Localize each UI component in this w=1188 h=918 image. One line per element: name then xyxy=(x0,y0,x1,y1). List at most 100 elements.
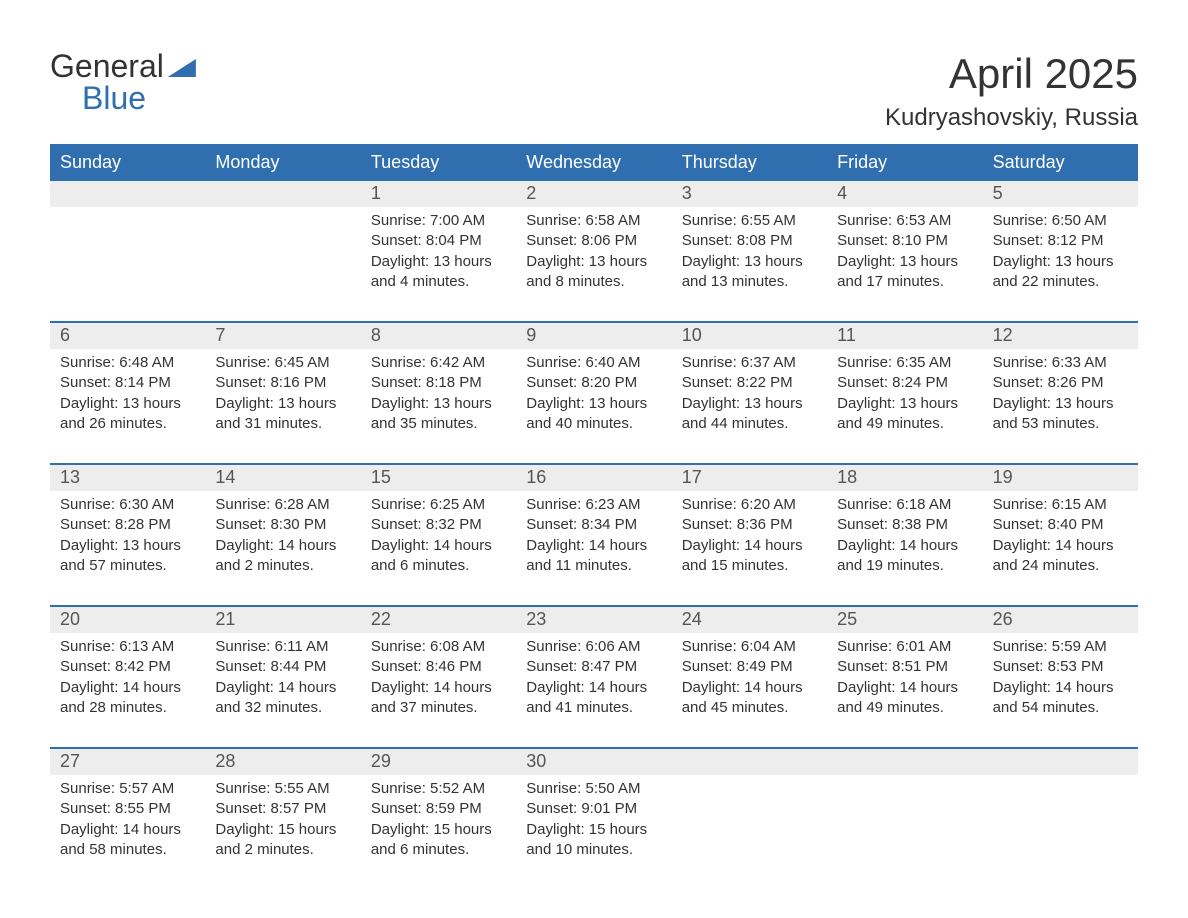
cell-body xyxy=(983,775,1138,789)
day-number: 18 xyxy=(827,465,982,491)
cell-daylight2: and 13 minutes. xyxy=(682,272,817,292)
day-number: 14 xyxy=(205,465,360,491)
cell-body: Sunrise: 6:48 AMSunset: 8:14 PMDaylight:… xyxy=(50,349,205,444)
calendar-cell: 6Sunrise: 6:48 AMSunset: 8:14 PMDaylight… xyxy=(50,323,205,463)
cell-daylight2: and 2 minutes. xyxy=(215,556,350,576)
cell-sunrise: Sunrise: 6:53 AM xyxy=(837,211,972,231)
day-number: 17 xyxy=(672,465,827,491)
cell-daylight2: and 53 minutes. xyxy=(993,414,1128,434)
cell-daylight1: Daylight: 13 hours xyxy=(993,252,1128,272)
cell-sunrise: Sunrise: 5:57 AM xyxy=(60,779,195,799)
cell-daylight1: Daylight: 15 hours xyxy=(215,820,350,840)
cell-sunrise: Sunrise: 6:11 AM xyxy=(215,637,350,657)
cell-body: Sunrise: 6:11 AMSunset: 8:44 PMDaylight:… xyxy=(205,633,360,728)
day-number: 12 xyxy=(983,323,1138,349)
day-number: 3 xyxy=(672,181,827,207)
cell-daylight2: and 10 minutes. xyxy=(526,840,661,860)
cell-sunrise: Sunrise: 5:59 AM xyxy=(993,637,1128,657)
day-number: 4 xyxy=(827,181,982,207)
cell-sunrise: Sunrise: 6:48 AM xyxy=(60,353,195,373)
cell-body: Sunrise: 6:53 AMSunset: 8:10 PMDaylight:… xyxy=(827,207,982,302)
day-number xyxy=(205,181,360,207)
cell-body: Sunrise: 6:23 AMSunset: 8:34 PMDaylight:… xyxy=(516,491,671,586)
cell-daylight2: and 19 minutes. xyxy=(837,556,972,576)
cell-daylight1: Daylight: 13 hours xyxy=(371,394,506,414)
calendar-cell xyxy=(672,749,827,889)
cell-body: Sunrise: 6:55 AMSunset: 8:08 PMDaylight:… xyxy=(672,207,827,302)
calendar-cell: 29Sunrise: 5:52 AMSunset: 8:59 PMDayligh… xyxy=(361,749,516,889)
calendar-cell: 22Sunrise: 6:08 AMSunset: 8:46 PMDayligh… xyxy=(361,607,516,747)
cell-body: Sunrise: 5:50 AMSunset: 9:01 PMDaylight:… xyxy=(516,775,671,870)
dayname: Wednesday xyxy=(516,146,671,179)
cell-sunset: Sunset: 8:12 PM xyxy=(993,231,1128,251)
cell-daylight2: and 17 minutes. xyxy=(837,272,972,292)
calendar-cell: 10Sunrise: 6:37 AMSunset: 8:22 PMDayligh… xyxy=(672,323,827,463)
cell-sunset: Sunset: 8:44 PM xyxy=(215,657,350,677)
cell-sunset: Sunset: 8:16 PM xyxy=(215,373,350,393)
cell-sunset: Sunset: 8:57 PM xyxy=(215,799,350,819)
cell-daylight1: Daylight: 14 hours xyxy=(526,678,661,698)
calendar-cell: 19Sunrise: 6:15 AMSunset: 8:40 PMDayligh… xyxy=(983,465,1138,605)
day-number: 27 xyxy=(50,749,205,775)
cell-sunset: Sunset: 8:40 PM xyxy=(993,515,1128,535)
cell-daylight2: and 2 minutes. xyxy=(215,840,350,860)
cell-daylight1: Daylight: 13 hours xyxy=(682,394,817,414)
cell-daylight2: and 58 minutes. xyxy=(60,840,195,860)
day-number: 9 xyxy=(516,323,671,349)
cell-sunset: Sunset: 8:38 PM xyxy=(837,515,972,535)
day-number: 11 xyxy=(827,323,982,349)
cell-daylight1: Daylight: 13 hours xyxy=(526,394,661,414)
cell-sunrise: Sunrise: 6:42 AM xyxy=(371,353,506,373)
calendar-cell: 2Sunrise: 6:58 AMSunset: 8:06 PMDaylight… xyxy=(516,181,671,321)
cell-body: Sunrise: 6:13 AMSunset: 8:42 PMDaylight:… xyxy=(50,633,205,728)
cell-sunrise: Sunrise: 6:08 AM xyxy=(371,637,506,657)
cell-sunrise: Sunrise: 6:58 AM xyxy=(526,211,661,231)
calendar-cell: 23Sunrise: 6:06 AMSunset: 8:47 PMDayligh… xyxy=(516,607,671,747)
calendar-cell: 27Sunrise: 5:57 AMSunset: 8:55 PMDayligh… xyxy=(50,749,205,889)
logo-word1: General xyxy=(50,50,164,82)
cell-sunset: Sunset: 8:06 PM xyxy=(526,231,661,251)
cell-body: Sunrise: 5:59 AMSunset: 8:53 PMDaylight:… xyxy=(983,633,1138,728)
cell-sunset: Sunset: 8:53 PM xyxy=(993,657,1128,677)
cell-sunset: Sunset: 8:42 PM xyxy=(60,657,195,677)
cell-daylight1: Daylight: 13 hours xyxy=(215,394,350,414)
cell-body: Sunrise: 6:58 AMSunset: 8:06 PMDaylight:… xyxy=(516,207,671,302)
calendar-cell: 8Sunrise: 6:42 AMSunset: 8:18 PMDaylight… xyxy=(361,323,516,463)
cell-sunrise: Sunrise: 6:04 AM xyxy=(682,637,817,657)
cell-daylight1: Daylight: 14 hours xyxy=(371,678,506,698)
cell-daylight1: Daylight: 14 hours xyxy=(682,678,817,698)
cell-daylight2: and 8 minutes. xyxy=(526,272,661,292)
cell-daylight1: Daylight: 13 hours xyxy=(526,252,661,272)
calendar-cell: 17Sunrise: 6:20 AMSunset: 8:36 PMDayligh… xyxy=(672,465,827,605)
day-number: 19 xyxy=(983,465,1138,491)
title-block: April 2025 Kudryashovskiy, Russia xyxy=(885,50,1138,132)
cell-daylight2: and 41 minutes. xyxy=(526,698,661,718)
week-row: 13Sunrise: 6:30 AMSunset: 8:28 PMDayligh… xyxy=(50,463,1138,605)
cell-daylight2: and 28 minutes. xyxy=(60,698,195,718)
cell-sunrise: Sunrise: 6:55 AM xyxy=(682,211,817,231)
calendar-cell: 26Sunrise: 5:59 AMSunset: 8:53 PMDayligh… xyxy=(983,607,1138,747)
cell-daylight2: and 15 minutes. xyxy=(682,556,817,576)
week-row: 1Sunrise: 7:00 AMSunset: 8:04 PMDaylight… xyxy=(50,179,1138,321)
logo-word2: Blue xyxy=(82,82,196,114)
calendar-cell: 11Sunrise: 6:35 AMSunset: 8:24 PMDayligh… xyxy=(827,323,982,463)
cell-body: Sunrise: 5:52 AMSunset: 8:59 PMDaylight:… xyxy=(361,775,516,870)
month-title: April 2025 xyxy=(885,50,1138,98)
cell-body: Sunrise: 6:42 AMSunset: 8:18 PMDaylight:… xyxy=(361,349,516,444)
cell-sunrise: Sunrise: 5:52 AM xyxy=(371,779,506,799)
day-number: 7 xyxy=(205,323,360,349)
cell-sunset: Sunset: 8:14 PM xyxy=(60,373,195,393)
logo-triangle-icon xyxy=(168,59,196,77)
calendar-cell: 21Sunrise: 6:11 AMSunset: 8:44 PMDayligh… xyxy=(205,607,360,747)
calendar-cell: 15Sunrise: 6:25 AMSunset: 8:32 PMDayligh… xyxy=(361,465,516,605)
cell-daylight1: Daylight: 14 hours xyxy=(60,678,195,698)
cell-sunset: Sunset: 8:59 PM xyxy=(371,799,506,819)
cell-daylight1: Daylight: 14 hours xyxy=(993,536,1128,556)
cell-daylight2: and 32 minutes. xyxy=(215,698,350,718)
cell-sunset: Sunset: 8:20 PM xyxy=(526,373,661,393)
day-number: 15 xyxy=(361,465,516,491)
cell-daylight1: Daylight: 14 hours xyxy=(837,678,972,698)
cell-body xyxy=(672,775,827,789)
cell-body: Sunrise: 6:06 AMSunset: 8:47 PMDaylight:… xyxy=(516,633,671,728)
cell-body: Sunrise: 6:08 AMSunset: 8:46 PMDaylight:… xyxy=(361,633,516,728)
